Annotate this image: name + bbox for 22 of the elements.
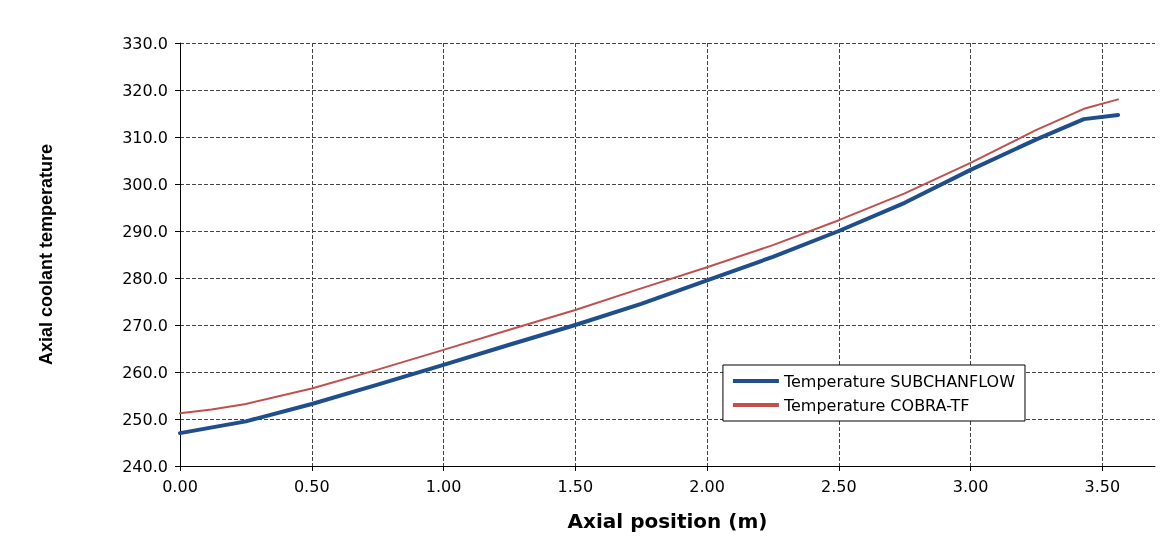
- x-tick-label: 3.50: [1084, 476, 1121, 496]
- y-tick-label: 280.0: [122, 268, 168, 288]
- y-axis-title: Axial coolant temperature: [36, 143, 56, 366]
- y-tick-label: 330.0: [122, 33, 168, 53]
- y-tick-label: 320.0: [122, 80, 168, 100]
- y-tick-label: 300.0: [122, 174, 168, 194]
- x-tick-label: 3.00: [952, 476, 989, 496]
- x-tick-label: 0.00: [162, 476, 198, 496]
- x-tick-label: 2.00: [689, 476, 725, 496]
- y-tick-label: 290.0: [122, 221, 168, 241]
- legend-label: Temperature COBRA-TF: [782, 395, 970, 415]
- y-tick-label: 250.0: [122, 409, 168, 429]
- x-tick-label: 1.50: [557, 476, 594, 496]
- x-tick-label: 0.50: [293, 476, 330, 496]
- y-tick-label: 260.0: [122, 362, 168, 382]
- x-axis-title: Axial position (m): [567, 509, 768, 533]
- y-tick-label: 310.0: [122, 127, 168, 147]
- x-tick-label: 2.50: [820, 476, 857, 496]
- y-tick-label: 240.0: [122, 456, 168, 476]
- legend-label: Temperature SUBCHANFLOW: [782, 371, 1016, 391]
- x-tick-label: 1.00: [425, 476, 462, 496]
- y-tick-label: 270.0: [122, 315, 168, 335]
